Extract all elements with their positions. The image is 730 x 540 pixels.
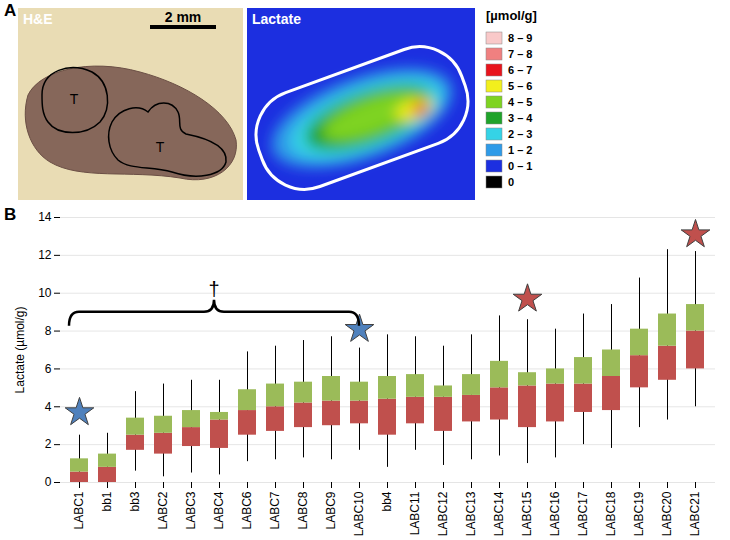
svg-text:LABC6: LABC6	[240, 491, 254, 529]
svg-text:4: 4	[45, 400, 52, 414]
svg-text:LABC14: LABC14	[492, 491, 506, 536]
svg-text:LABC15: LABC15	[520, 491, 534, 536]
svg-text:T: T	[70, 91, 79, 107]
svg-text:1 – 2: 1 – 2	[508, 144, 532, 156]
svg-text:LABC20: LABC20	[660, 491, 674, 536]
svg-text:2: 2	[45, 437, 52, 451]
svg-text:6: 6	[45, 362, 52, 376]
svg-text:LABC19: LABC19	[632, 491, 646, 536]
svg-text:7 – 8: 7 – 8	[508, 48, 532, 60]
svg-text:LABC11: LABC11	[408, 491, 422, 535]
svg-text:LABC21: LABC21	[688, 491, 702, 536]
svg-text:[µmol/g]: [µmol/g]	[486, 8, 537, 23]
svg-text:0 – 1: 0 – 1	[508, 160, 532, 172]
svg-text:5 – 6: 5 – 6	[508, 80, 532, 92]
svg-text:LABC4: LABC4	[212, 491, 226, 529]
svg-text:3 – 4: 3 – 4	[508, 112, 533, 124]
svg-text:6 – 7: 6 – 7	[508, 64, 532, 76]
svg-text:14: 14	[38, 210, 52, 224]
svg-text:0: 0	[45, 475, 52, 489]
svg-text:LABC18: LABC18	[604, 491, 618, 536]
svg-text:LABC9: LABC9	[324, 491, 338, 529]
svg-text:LABC17: LABC17	[576, 491, 590, 536]
svg-text:2 – 3: 2 – 3	[508, 128, 532, 140]
svg-text:T: T	[156, 139, 165, 155]
svg-text:LABC8: LABC8	[296, 491, 310, 529]
svg-text:Lactate (µmol/g): Lactate (µmol/g)	[13, 307, 27, 394]
svg-text:LABC13: LABC13	[464, 491, 478, 536]
svg-text:bb1: bb1	[100, 491, 114, 511]
svg-text:LABC16: LABC16	[548, 491, 562, 536]
svg-text:LABC1: LABC1	[72, 491, 86, 529]
svg-text:H&E: H&E	[23, 11, 53, 27]
svg-text:8 – 9: 8 – 9	[508, 32, 532, 44]
svg-text:bb3: bb3	[128, 491, 142, 511]
svg-text:†: †	[208, 278, 219, 300]
svg-text:LABC12: LABC12	[436, 491, 450, 536]
svg-text:12: 12	[38, 248, 52, 262]
svg-text:Lactate: Lactate	[252, 11, 301, 27]
svg-text:LABC3: LABC3	[184, 491, 198, 529]
svg-text:4 – 5: 4 – 5	[508, 96, 532, 108]
svg-text:LABC7: LABC7	[268, 491, 282, 529]
svg-text:A: A	[4, 1, 16, 20]
svg-text:LABC2: LABC2	[156, 491, 170, 529]
svg-text:10: 10	[38, 286, 52, 300]
svg-text:bb4: bb4	[380, 491, 394, 511]
svg-text:0: 0	[508, 176, 514, 188]
svg-text:LABC10: LABC10	[352, 491, 366, 536]
svg-text:2 mm: 2 mm	[165, 9, 202, 25]
html-text:B: B	[4, 205, 17, 224]
svg-text:8: 8	[45, 324, 52, 338]
